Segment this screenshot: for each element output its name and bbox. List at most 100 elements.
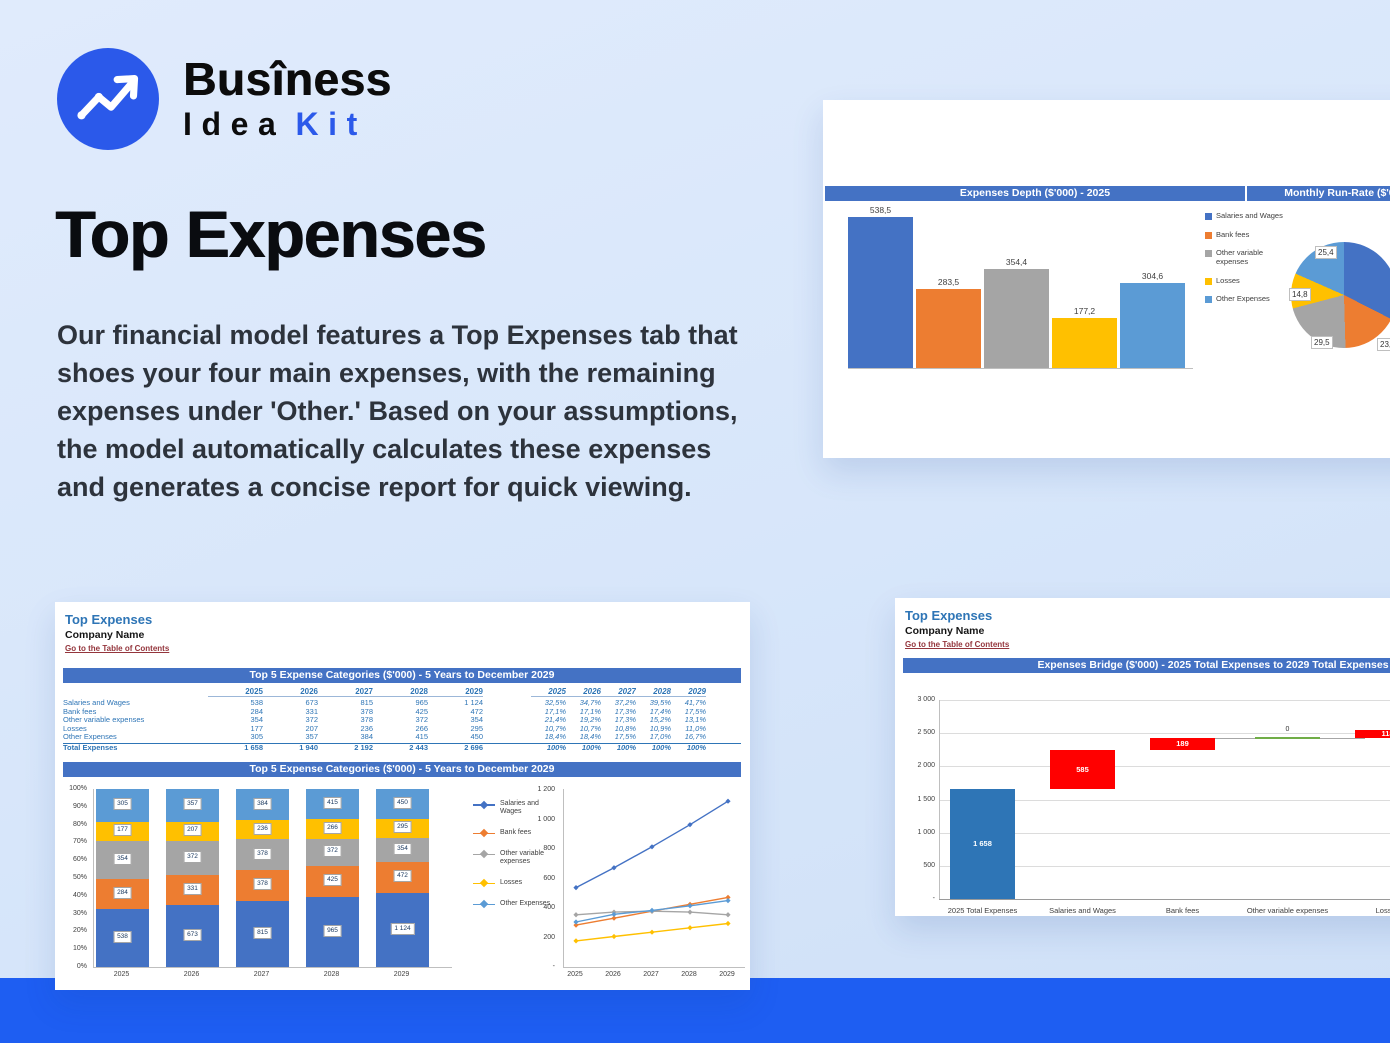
percent-cell: 17,0% — [649, 733, 671, 741]
legend-marker-icon — [473, 800, 495, 809]
legend-marker-icon — [473, 899, 495, 909]
value-cell: 2 443 — [409, 743, 428, 752]
segment-value-chip: 425 — [323, 874, 342, 887]
percent-cell: 10,8% — [614, 724, 636, 733]
percent-cell: 17,1% — [579, 707, 601, 716]
percent-cell: 10,9% — [649, 724, 671, 733]
value-cell: 2 696 — [464, 743, 483, 752]
y-axis-tick: 2 500 — [917, 729, 935, 737]
line-chart-svg — [573, 798, 731, 944]
segment-value-chip: 284 — [113, 887, 132, 899]
toc-link[interactable]: Go to the Table of Contents — [65, 644, 170, 653]
value-cell: 1 940 — [299, 743, 318, 752]
value-cell: 2 192 — [354, 743, 373, 752]
year-header: 2027 — [601, 686, 636, 697]
value-cell: 207 — [305, 724, 318, 733]
table-row: Bank fees 284 331 378 425 472 17,1% 17,1% 17,3% 1… — [63, 708, 741, 717]
expense-chart-header: Top 5 Expense Categories ($'000) - 5 Yea… — [63, 762, 741, 777]
percent-cell: 100% — [686, 743, 706, 752]
gridline — [939, 766, 1390, 768]
toc-link[interactable]: Go to the Table of Contents — [905, 640, 1010, 649]
stacked-bar: 538 284 354 177 305 — [96, 789, 149, 967]
bar-value-label: 538,5 — [869, 205, 892, 216]
percent-cell: 13,1% — [684, 716, 706, 724]
row-label: Salaries and Wages — [63, 699, 130, 707]
stacked-bar-chart: 538 284 354 177 305 673 331 372 207 357 815 378 378 2… — [93, 789, 452, 968]
value-cell: 295 — [470, 724, 483, 733]
line-chart — [563, 789, 745, 968]
row-label: Other variable expenses — [63, 716, 145, 724]
gridline — [939, 899, 1390, 900]
percent-cell: 34,7% — [579, 699, 601, 707]
x-axis-tick: 2025 — [567, 971, 583, 978]
value-cell: 354 — [250, 716, 263, 724]
page-description: Our financial model features a Top Expen… — [57, 320, 738, 502]
x-axis-tick: Salaries and Wages — [1049, 906, 1116, 915]
percent-cell: 11,0% — [685, 724, 706, 733]
value-cell: 284 — [250, 707, 263, 716]
segment-value-chip: 372 — [183, 850, 202, 863]
year-header: 2025 — [531, 686, 566, 697]
legend-marker-icon — [473, 850, 495, 859]
percent-cell: 17,4% — [649, 707, 671, 716]
value-cell: 378 — [360, 716, 373, 724]
percent-cell: 17,1% — [544, 707, 566, 716]
value-cell: 384 — [360, 733, 373, 741]
depth-bar — [848, 217, 913, 368]
segment-value-chip: 673 — [183, 929, 202, 942]
logo-wordmark: Busîness Idea Kit — [183, 55, 392, 142]
x-axis-tick: Other variable expenses — [1246, 906, 1329, 915]
y-axis-tick: 10% — [72, 945, 87, 953]
x-axis-tick: 2027 — [643, 971, 659, 978]
segment-value-chip: 354 — [113, 852, 132, 865]
y-axis-tick: 1 500 — [917, 795, 935, 803]
company-name: Company Name — [65, 629, 145, 641]
percent-cell: 17,5% — [684, 707, 706, 716]
percent-cell: 10,7% — [579, 724, 601, 733]
legend-item: Losses — [1205, 276, 1287, 286]
table-row: Losses 177 207 236 266 295 10,7% 10,7% 10,8% 10,9… — [63, 725, 741, 734]
segment-value-chip: 538 — [113, 931, 132, 944]
y-axis-tick: 200 — [543, 933, 555, 941]
y-axis-tick: - — [552, 963, 555, 970]
gridline — [939, 700, 1390, 701]
y-axis-tick: 100% — [69, 785, 87, 792]
percent-cell: 21,4% — [544, 716, 566, 724]
value-cell: 472 — [470, 707, 483, 716]
percent-cell: 15,2% — [649, 716, 671, 724]
segment-value-chip: 415 — [323, 797, 342, 810]
year-header: 2029 — [428, 686, 483, 697]
y-axis-tick: 1 000 — [917, 828, 935, 836]
segment-value-chip: 372 — [323, 845, 342, 858]
value-cell: 425 — [415, 707, 428, 716]
value-cell: 236 — [360, 724, 373, 733]
row-label: Total Expenses — [63, 743, 118, 752]
value-cell: 815 — [360, 699, 373, 707]
gridline — [939, 799, 1390, 801]
value-cell: 1 658 — [244, 743, 263, 752]
value-cell: 266 — [415, 724, 428, 733]
waterfall-bar — [1150, 737, 1215, 751]
y-axis-tick: 40% — [72, 891, 87, 899]
value-cell: 305 — [250, 733, 263, 741]
y-axis-tick: 50% — [72, 874, 87, 881]
x-axis-tick: 2028 — [681, 971, 697, 978]
value-cell: 372 — [415, 716, 428, 724]
legend-item: Bank fees — [1205, 229, 1287, 240]
segment-value-chip: 965 — [323, 924, 342, 937]
table-header-row: 2025 2026 2027 2028 2029 2025 2026 2027 2028 2029 — [63, 686, 741, 697]
percent-cell: 32,5% — [544, 699, 566, 707]
value-cell: 538 — [250, 699, 263, 707]
y-axis-tick: 20% — [72, 927, 87, 935]
percent-cell: 100% — [546, 743, 566, 752]
legend-label: Bank fees — [1216, 229, 1250, 239]
row-label: Losses — [63, 724, 87, 733]
segment-value-chip: 472 — [393, 870, 412, 883]
percent-cell: 17,3% — [614, 707, 636, 716]
expenses-bridge-card: Top Expenses Company Name Go to the Tabl… — [895, 598, 1390, 916]
legend-label: Salaries and Wages — [500, 800, 539, 816]
y-axis-tick: 3 000 — [917, 696, 935, 703]
x-axis-tick: Bank fees — [1165, 906, 1200, 915]
expense-table-header: Top 5 Expense Categories ($'000) - 5 Yea… — [63, 668, 741, 683]
percent-cell: 16,7% — [684, 733, 706, 741]
